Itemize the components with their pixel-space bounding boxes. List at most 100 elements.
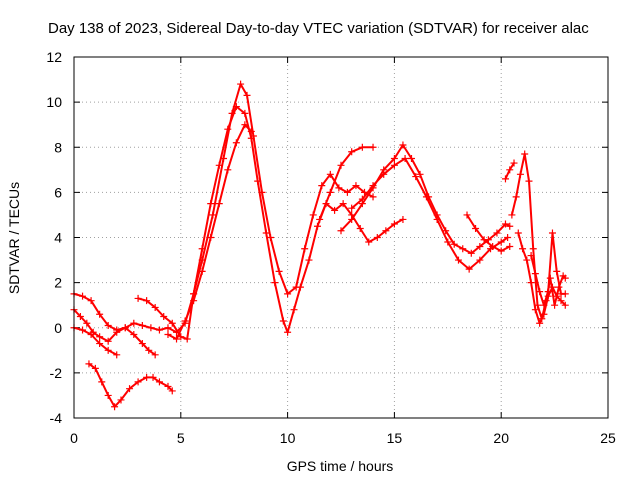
data-point: [536, 319, 544, 327]
data-point: [224, 125, 232, 133]
data-point: [380, 170, 388, 178]
data-point: [407, 155, 415, 163]
data-point: [369, 182, 377, 190]
y-tick-label: -4: [50, 410, 63, 426]
y-tick-label: -2: [50, 365, 63, 381]
data-point: [96, 333, 104, 341]
data-point: [510, 159, 518, 167]
data-point: [155, 378, 163, 386]
y-tick-label: 10: [46, 94, 62, 110]
data-point: [382, 227, 390, 235]
data-point: [348, 215, 356, 223]
data-point: [149, 373, 157, 381]
y-tick-label: 12: [46, 49, 62, 65]
series-2: [70, 290, 159, 359]
data-point: [96, 340, 104, 348]
data-point: [390, 161, 398, 169]
data-point: [422, 193, 430, 201]
x-tick-label: 10: [280, 430, 296, 446]
series-11: [501, 159, 518, 183]
data-point: [111, 403, 119, 411]
data-point: [164, 331, 172, 339]
x-tick-label: 25: [600, 430, 616, 446]
series-9: [348, 155, 512, 273]
data-point: [536, 288, 544, 296]
data-point: [215, 200, 223, 208]
data-point: [215, 161, 223, 169]
data-point: [190, 297, 198, 305]
data-point: [164, 382, 172, 390]
data-point: [87, 331, 95, 339]
data-point: [275, 267, 283, 275]
data-point: [296, 283, 304, 291]
data-point: [561, 274, 569, 282]
data-point: [519, 245, 527, 253]
series-line: [350, 157, 509, 271]
data-point: [501, 220, 509, 228]
data-point: [540, 301, 548, 309]
data-point: [531, 270, 539, 278]
axes: 0 5 10 15 20 25 -4 -2 0 2 4 6 8 10 12: [46, 49, 616, 446]
data-point: [98, 378, 106, 386]
data-point: [525, 177, 533, 185]
series-4: [85, 360, 176, 411]
data-point: [83, 319, 91, 327]
data-point: [318, 182, 326, 190]
data-point: [309, 211, 317, 219]
data-point: [506, 222, 514, 230]
data-point: [331, 206, 339, 214]
data-point: [476, 256, 484, 264]
data-point: [113, 351, 121, 359]
data-point: [207, 234, 215, 241]
series-5: [134, 103, 407, 343]
series-14: [527, 229, 569, 309]
data-point: [399, 215, 407, 223]
data-point: [337, 227, 345, 235]
data-point: [529, 245, 537, 253]
data-point: [104, 337, 112, 345]
data-point: [497, 247, 505, 255]
data-point: [130, 331, 138, 339]
data-point: [198, 267, 206, 275]
data-point: [348, 204, 356, 212]
data-point: [335, 184, 343, 192]
data-point: [143, 373, 151, 381]
data-point: [241, 121, 249, 129]
data-point: [247, 134, 255, 142]
data-point: [369, 193, 377, 201]
data-point: [501, 175, 509, 183]
data-point: [130, 319, 138, 327]
data-point: [527, 252, 535, 260]
data-point: [454, 256, 462, 264]
data-point: [168, 319, 176, 327]
y-tick-label: 6: [54, 184, 62, 200]
data-point: [79, 292, 87, 300]
data-point: [412, 173, 420, 181]
data-point: [181, 317, 189, 325]
data-point: [356, 224, 364, 232]
data-point: [271, 279, 279, 287]
y-tick-label: 0: [54, 320, 62, 336]
data-point: [237, 80, 245, 88]
x-tick-label: 20: [493, 430, 509, 446]
data-point: [87, 297, 95, 305]
data-point: [401, 155, 409, 163]
data-point: [160, 312, 168, 320]
data-point: [514, 229, 522, 237]
data-point: [459, 245, 467, 253]
data-point: [164, 324, 172, 332]
x-axis-label: GPS time / hours: [287, 458, 394, 474]
chart-title: Day 138 of 2023, Sidereal Day-to-day VTE…: [48, 20, 589, 37]
data-point: [390, 220, 398, 228]
data-point: [241, 109, 249, 117]
data-point: [369, 143, 377, 151]
data-point: [254, 177, 262, 185]
data-point: [343, 188, 351, 196]
data-point: [480, 236, 488, 244]
data-point: [138, 321, 146, 329]
data-point: [390, 155, 398, 163]
data-point: [358, 143, 366, 151]
data-point: [121, 324, 129, 332]
data-point: [151, 351, 159, 359]
series-10: [463, 211, 514, 255]
